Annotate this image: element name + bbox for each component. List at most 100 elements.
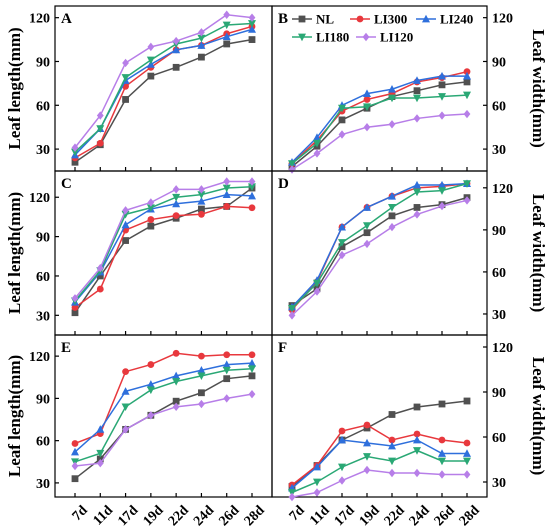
data-point	[413, 94, 421, 103]
data-point	[463, 91, 471, 100]
data-point	[198, 210, 205, 218]
data-point	[413, 447, 421, 455]
data-point	[197, 41, 206, 49]
data-point	[96, 425, 105, 433]
y-tick-label: 30	[36, 309, 50, 324]
data-point	[438, 400, 446, 408]
data-point	[338, 243, 346, 251]
legend: NL LI300 LI240 LI180 LI120	[292, 12, 473, 45]
data-point	[146, 386, 155, 395]
data-point	[413, 188, 421, 197]
data-point	[313, 149, 321, 158]
legend-item-li180: LI180	[292, 30, 349, 45]
series-line	[291, 449, 467, 494]
data-point	[172, 63, 180, 71]
x-tick-label: 28d	[242, 503, 268, 527]
data-point	[222, 32, 231, 41]
data-point	[248, 351, 256, 359]
data-point	[223, 203, 231, 210]
data-point	[248, 25, 256, 33]
data-point	[248, 191, 256, 200]
series-line	[291, 113, 468, 171]
panel-letter: C	[61, 176, 72, 192]
data-point	[122, 368, 129, 376]
panel-c: 30 60 90 120 C Leaf length(mm)	[5, 170, 273, 336]
data-point	[172, 193, 181, 202]
data-point	[388, 120, 396, 129]
data-point	[363, 96, 371, 103]
data-point	[248, 20, 256, 28]
legend-marker	[298, 15, 306, 23]
y-tick-label: 60	[492, 266, 506, 281]
data-point	[463, 78, 471, 86]
y-axis-label: Leaf width(mm)	[529, 357, 548, 476]
data-point	[172, 349, 180, 357]
y-tick-label: 60	[36, 99, 50, 114]
data-point	[413, 180, 421, 189]
data-point	[222, 366, 231, 375]
legend-label: LI120	[380, 30, 413, 45]
data-point	[388, 411, 396, 418]
data-point	[463, 449, 471, 457]
y-tick-label: 120	[29, 12, 50, 27]
data-point	[71, 143, 79, 152]
data-point	[223, 177, 231, 186]
data-point	[147, 411, 155, 420]
y-tick-label: 30	[492, 143, 506, 158]
series-li180	[71, 20, 256, 157]
series-li300	[71, 203, 256, 311]
panel-f: 30 60 90 120 F Leaf width(mm)	[271, 334, 548, 502]
series-li240	[71, 358, 256, 456]
data-point	[313, 279, 321, 288]
data-point	[438, 93, 446, 101]
data-point	[122, 425, 129, 434]
data-point	[222, 184, 231, 193]
data-point	[463, 71, 471, 80]
data-point	[438, 81, 446, 89]
data-point	[338, 222, 346, 231]
series-li180	[71, 365, 256, 466]
legend-label: LI180	[316, 30, 349, 45]
x-tick-label: 7d	[287, 503, 308, 524]
data-point	[438, 457, 446, 466]
legend-label: NL	[316, 12, 334, 27]
x-tick-label: 17d	[115, 503, 141, 527]
data-point	[71, 475, 79, 483]
data-point	[198, 352, 205, 360]
data-point	[313, 488, 321, 497]
data-point	[96, 125, 105, 133]
data-point	[198, 399, 205, 409]
series-li120	[288, 465, 471, 502]
data-point	[223, 394, 231, 403]
data-point	[172, 371, 181, 380]
series-line	[74, 375, 253, 480]
series-line	[74, 180, 252, 299]
data-point	[338, 104, 346, 113]
y-tick-label: 120	[492, 12, 513, 27]
series-line	[74, 25, 253, 159]
y-axis-label: Leaf length(mm)	[5, 27, 24, 149]
data-point	[363, 421, 371, 429]
legend-marker	[298, 33, 306, 42]
data-point	[172, 212, 180, 220]
series-line	[291, 199, 468, 316]
data-point	[438, 71, 446, 80]
data-point	[248, 13, 256, 22]
series-line	[291, 94, 468, 165]
x-tick-label: 28d	[457, 503, 483, 527]
data-point	[71, 148, 79, 157]
data-point	[122, 58, 129, 68]
y-tick-label: 60	[492, 431, 506, 446]
series-line	[291, 75, 467, 163]
data-point	[172, 199, 181, 208]
data-point	[413, 204, 421, 211]
data-point	[438, 111, 446, 120]
legend-label: LI300	[374, 12, 407, 27]
data-point	[223, 375, 231, 383]
data-point	[172, 378, 181, 386]
data-point	[71, 461, 79, 471]
data-point	[147, 222, 155, 230]
data-point	[338, 130, 346, 139]
data-point	[223, 40, 231, 48]
